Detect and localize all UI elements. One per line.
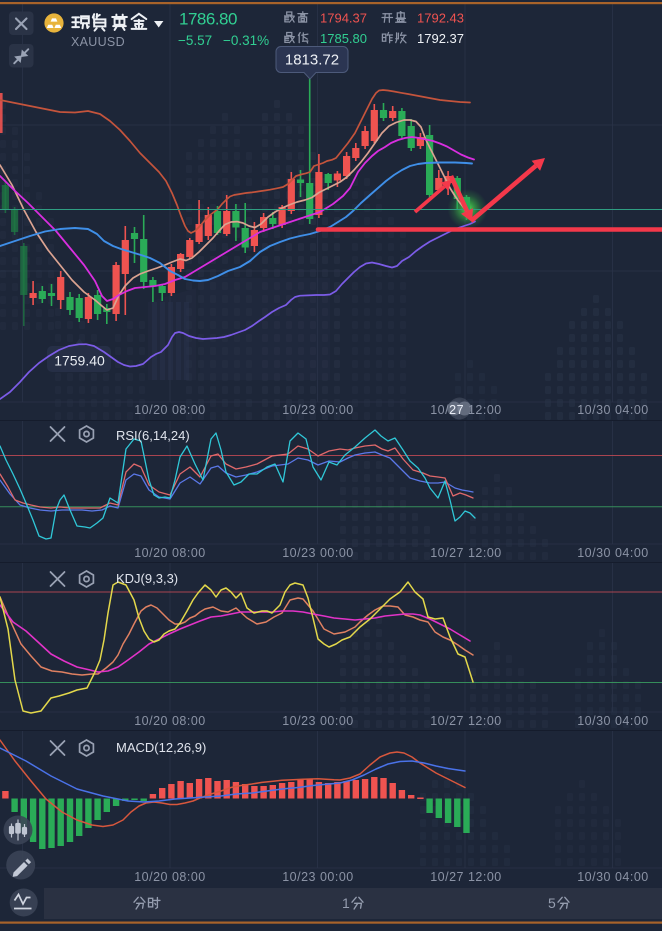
- svg-text:10/23 00:00: 10/23 00:00: [282, 714, 354, 728]
- svg-text:MACD(12,26,9): MACD(12,26,9): [116, 740, 206, 755]
- svg-text:1813.72: 1813.72: [285, 52, 339, 69]
- svg-text:10/20 08:00: 10/20 08:00: [134, 403, 206, 417]
- svg-text:10/23 00:00: 10/23 00:00: [282, 403, 354, 417]
- svg-text:KDJ(9,3,3): KDJ(9,3,3): [116, 571, 178, 586]
- svg-text:10/23 00:00: 10/23 00:00: [282, 546, 354, 560]
- svg-text:1794.37: 1794.37: [320, 11, 367, 26]
- svg-text:1792.37: 1792.37: [417, 31, 464, 46]
- svg-text:1: 1: [342, 895, 350, 911]
- svg-text:1786.80: 1786.80: [179, 10, 237, 29]
- svg-text:1792.43: 1792.43: [417, 11, 464, 26]
- svg-text:−0.31%: −0.31%: [223, 33, 269, 48]
- svg-text:10/27 12:00: 10/27 12:00: [430, 403, 502, 417]
- svg-text:27: 27: [449, 403, 464, 417]
- svg-text:10/30 04:00: 10/30 04:00: [577, 546, 649, 560]
- svg-text:10/30 04:00: 10/30 04:00: [577, 714, 649, 728]
- svg-text:1759.40: 1759.40: [54, 353, 105, 369]
- svg-text:10/20 08:00: 10/20 08:00: [134, 714, 206, 728]
- svg-text:10/20 08:00: 10/20 08:00: [134, 870, 206, 884]
- svg-text:10/27 12:00: 10/27 12:00: [430, 870, 502, 884]
- svg-text:XAUUSD: XAUUSD: [71, 35, 125, 49]
- svg-text:−5.57: −5.57: [178, 33, 212, 48]
- svg-text:10/30 04:00: 10/30 04:00: [577, 403, 649, 417]
- svg-text:5: 5: [548, 895, 556, 911]
- svg-text:10/23 00:00: 10/23 00:00: [282, 870, 354, 884]
- svg-text:10/27 12:00: 10/27 12:00: [430, 714, 502, 728]
- svg-text:RSI(6,14,24): RSI(6,14,24): [116, 428, 190, 443]
- svg-text:10/30 04:00: 10/30 04:00: [577, 870, 649, 884]
- svg-text:10/27 12:00: 10/27 12:00: [430, 546, 502, 560]
- svg-text:10/20 08:00: 10/20 08:00: [134, 546, 206, 560]
- svg-text:1785.80: 1785.80: [320, 31, 367, 46]
